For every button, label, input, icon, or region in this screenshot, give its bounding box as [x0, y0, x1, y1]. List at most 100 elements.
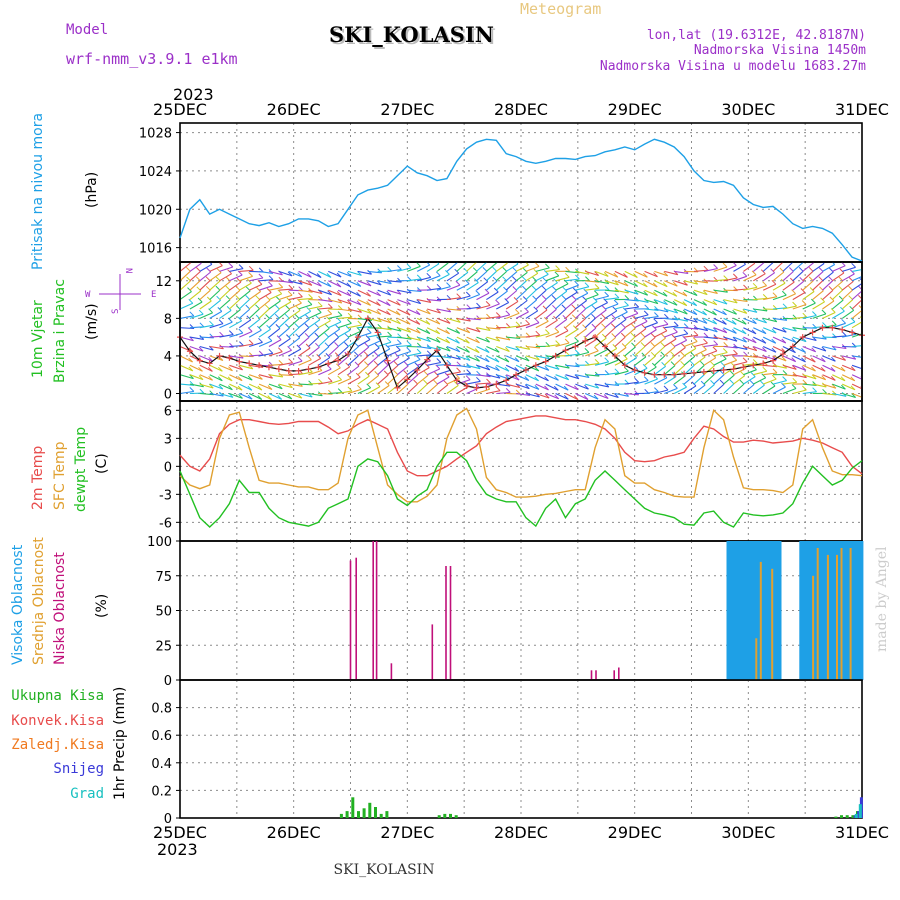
wind-barb [713, 358, 727, 366]
wind-barb [496, 345, 510, 353]
wind-barb-flag [347, 299, 352, 305]
wind-barb-flag [771, 328, 777, 334]
wind-barb [555, 392, 569, 400]
wind-barb-flag [316, 308, 322, 313]
wind-barb-flag [436, 262, 440, 265]
wind-barb [327, 345, 339, 357]
wind-barb [594, 302, 608, 310]
precip-bar [374, 807, 377, 818]
wind-barb-flag [247, 385, 253, 391]
wind-barb-flag [583, 395, 589, 400]
wind-barb [506, 345, 520, 352]
precip-bar [449, 813, 452, 818]
wind-barb [703, 336, 718, 340]
wind-barb [841, 321, 856, 329]
wind-barb [278, 327, 290, 338]
wind-barb-flag [495, 299, 500, 305]
wind-barb [624, 312, 639, 319]
cloud-bar [799, 541, 805, 680]
wind-barb [298, 371, 313, 376]
wind-speed-line [179, 317, 863, 389]
wind-speed-marker [394, 384, 401, 391]
model-name: wrf-nmm_v3.9.1 e1km [66, 50, 238, 68]
wind-barb-flag [315, 315, 321, 321]
wind-barb-flag [492, 266, 497, 272]
wind-barb-flag [248, 339, 254, 345]
wind-barb-flag [346, 282, 352, 288]
wind-barb [634, 380, 649, 385]
wind-speed-marker [433, 347, 440, 354]
wind-speed-marker [611, 352, 618, 359]
wind-speed-marker [236, 358, 243, 365]
wind-barb [684, 327, 699, 330]
wind-barb [545, 364, 560, 370]
wind-barb [723, 383, 735, 394]
wind-barb-flag [582, 296, 587, 301]
wind-barb-flag [581, 313, 587, 319]
wind-barb [278, 317, 290, 329]
wind-barb-flag [276, 296, 281, 302]
y-tick-label: 100 [147, 535, 172, 550]
wind-barb [367, 347, 380, 357]
wind-barb-flag [239, 341, 244, 346]
wind-barb [703, 317, 717, 325]
wind-barb [743, 384, 755, 394]
wind-speed-marker [631, 367, 638, 374]
wind-barb [318, 327, 330, 338]
wind-barb [407, 278, 422, 282]
wind-barb [861, 345, 862, 347]
wind-barb-flag [810, 357, 816, 363]
wind-barb [565, 364, 580, 368]
wind-barb [575, 286, 590, 291]
wind-barb-flag [850, 376, 856, 382]
wind-barb [624, 346, 636, 357]
wind-barb [614, 336, 626, 347]
cloud-bar [771, 568, 774, 680]
wind-speed-marker [849, 329, 856, 336]
wind-barb [357, 326, 372, 329]
wind-barb-flag [664, 313, 669, 319]
precip-bar [368, 802, 372, 818]
wind-barb [575, 351, 590, 357]
wind-barb [209, 310, 223, 319]
wind-barb-flag [386, 337, 392, 343]
wind-barb-flag [733, 349, 738, 355]
wind-barb-flag [237, 270, 243, 276]
gridlines [180, 123, 862, 262]
wind-barb-flag [456, 367, 461, 373]
wind-barb [446, 317, 461, 323]
wind-barb [229, 281, 242, 291]
wind-barb [397, 357, 410, 366]
pressure-side-label: Pritisak na nivou mora [30, 113, 46, 270]
wind-barb [298, 383, 313, 386]
wind-barb [248, 308, 260, 319]
wind-barb-flag [198, 366, 203, 372]
wind-barb-flag [563, 326, 569, 332]
wind-barb [308, 336, 320, 347]
wind-barb-flag [336, 363, 341, 369]
wind-barb [515, 323, 530, 329]
wind-barb [703, 267, 718, 272]
precip-bar [362, 808, 366, 818]
wind-barb [288, 383, 303, 387]
wind-barb [199, 289, 211, 301]
wind-barb-flag [277, 395, 283, 400]
wind-barb [841, 309, 855, 319]
wind-barb-flag [258, 273, 264, 279]
wind-barb-flag [723, 275, 729, 280]
wind-barb [238, 319, 252, 329]
wind-barb-flag [831, 356, 836, 362]
wind-barb-flag [476, 370, 481, 376]
wind-barb-flag [505, 310, 511, 316]
wind-barb-flag [682, 335, 688, 341]
wind-barb [674, 270, 689, 274]
wind-barb-flag [545, 354, 550, 360]
wind-barb [219, 289, 231, 301]
wind-barb [575, 300, 587, 310]
wind-barb-flag [238, 365, 243, 371]
wind-barb-flag [624, 391, 629, 397]
wind-barb [604, 303, 619, 310]
wind-barb [644, 270, 658, 278]
wind-barb-flag [703, 332, 709, 338]
wind-barb [505, 271, 518, 282]
